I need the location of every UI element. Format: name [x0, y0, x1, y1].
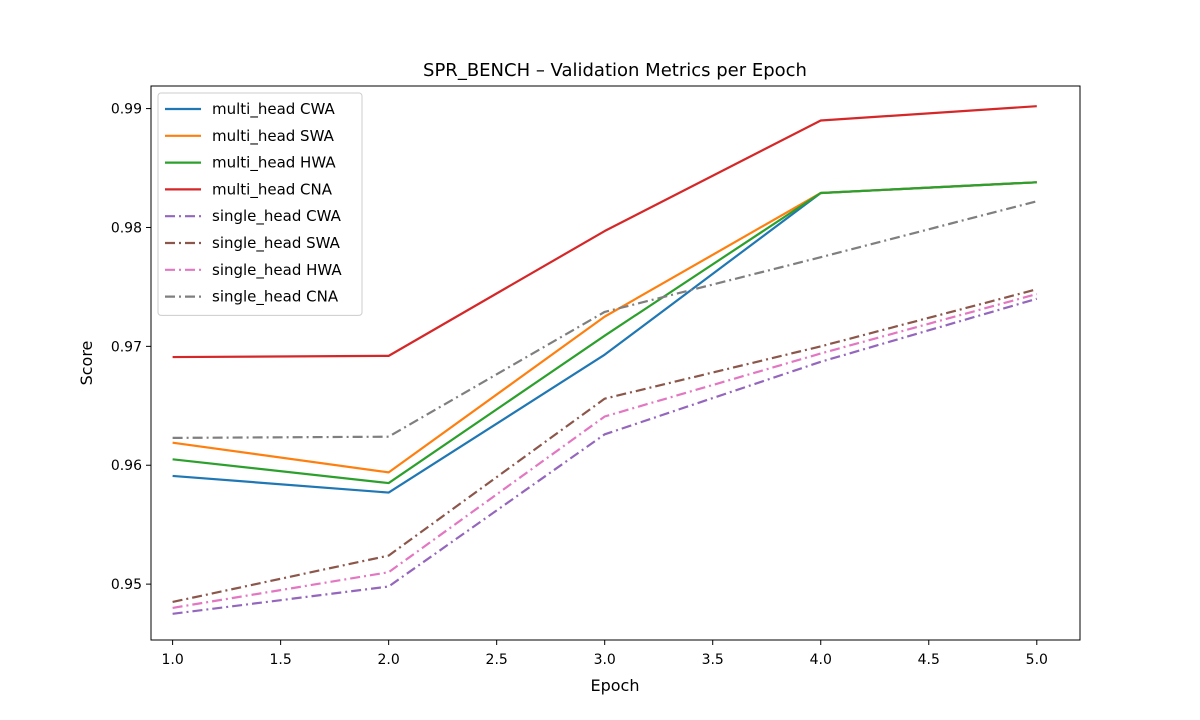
axes-frame [150, 85, 1081, 641]
chart-title: SPR_BENCH – Validation Metrics per Epoch [423, 60, 807, 81]
legend-label: multi_head CWA [212, 100, 336, 119]
x-tick-label: 2.0 [378, 652, 400, 668]
x-tick-label: 3.5 [702, 652, 724, 668]
x-axis: 1.0 1.5 2.0 2.5 3.0 3.5 4.0 4.5 5.0 [161, 640, 1048, 668]
y-tick-label: 0.98 [111, 220, 142, 236]
legend-label: multi_head SWA [212, 127, 335, 146]
y-axis-label: Score [77, 341, 96, 386]
legend-label: multi_head CNA [212, 180, 333, 199]
y-tick-label: 0.97 [111, 339, 142, 355]
series-line-single-head-hwa [172, 292, 1038, 609]
series-line-single-head-swa [172, 288, 1038, 604]
plot-area [172, 105, 1038, 615]
legend-label: single_head SWA [212, 234, 341, 253]
x-tick-label: 4.5 [918, 652, 940, 668]
series-line-single-head-cna [172, 200, 1038, 439]
y-tick-label: 0.99 [111, 102, 142, 118]
x-tick-label: 4.0 [810, 652, 832, 668]
y-tick-label: 0.96 [111, 458, 142, 474]
legend-label: single_head CWA [212, 207, 342, 226]
series-line-multi-head-hwa [172, 181, 1037, 485]
y-tick-label: 0.95 [111, 577, 142, 593]
legend-box [157, 92, 363, 316]
x-tick-label: 1.0 [161, 652, 183, 668]
x-axis-label: Epoch [591, 676, 640, 695]
x-tick-label: 1.5 [269, 652, 291, 668]
x-tick-label: 3.0 [594, 652, 616, 668]
legend-label: multi_head HWA [212, 154, 336, 173]
series-line-single-head-cwa [172, 297, 1038, 615]
series-line-multi-head-cna [172, 105, 1037, 359]
legend: multi_head CWA multi_head SWA multi_head H… [157, 92, 363, 316]
x-tick-label: 2.5 [486, 652, 508, 668]
y-axis: 0.95 0.96 0.97 0.98 0.99 [111, 102, 151, 593]
legend-label: single_head CNA [212, 288, 339, 307]
legend-label: single_head HWA [212, 261, 342, 280]
x-tick-label: 5.0 [1026, 652, 1048, 668]
